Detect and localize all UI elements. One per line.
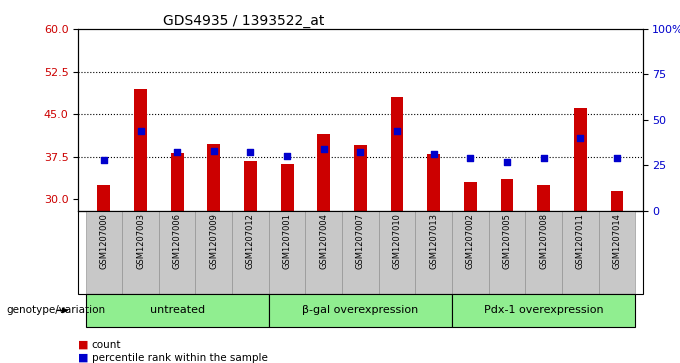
Point	[208, 148, 219, 154]
Text: GSM1207003: GSM1207003	[136, 213, 145, 269]
Text: untreated: untreated	[150, 305, 205, 315]
Point	[318, 146, 329, 152]
Point	[355, 150, 366, 155]
Bar	[526, 211, 562, 294]
Bar	[500, 179, 513, 211]
Bar	[318, 134, 330, 211]
Bar	[281, 164, 294, 211]
Text: GSM1207009: GSM1207009	[209, 213, 218, 269]
Text: Pdx-1 overexpression: Pdx-1 overexpression	[484, 305, 603, 315]
Bar	[390, 97, 403, 211]
Text: GSM1207013: GSM1207013	[429, 213, 438, 269]
Point	[575, 135, 585, 141]
Bar	[464, 182, 477, 211]
Text: ■: ■	[78, 340, 88, 350]
Text: percentile rank within the sample: percentile rank within the sample	[92, 352, 268, 363]
Bar	[159, 211, 195, 294]
Bar	[415, 211, 452, 294]
Bar	[305, 211, 342, 294]
Bar	[342, 211, 379, 294]
Bar	[86, 211, 122, 294]
Bar	[244, 160, 257, 211]
Bar	[207, 144, 220, 211]
Text: GDS4935 / 1393522_at: GDS4935 / 1393522_at	[163, 14, 324, 28]
Point	[465, 155, 476, 161]
Bar	[171, 153, 184, 211]
Text: GSM1207002: GSM1207002	[466, 213, 475, 269]
Text: GSM1207012: GSM1207012	[246, 213, 255, 269]
Text: GSM1207007: GSM1207007	[356, 213, 365, 269]
Text: GSM1207011: GSM1207011	[576, 213, 585, 269]
Point	[172, 150, 183, 155]
Bar	[611, 191, 624, 211]
Point	[392, 128, 403, 134]
Point	[428, 151, 439, 157]
Text: GSM1207006: GSM1207006	[173, 213, 182, 269]
Bar	[598, 211, 635, 294]
Bar	[269, 211, 305, 294]
Bar	[537, 185, 550, 211]
Text: GSM1207005: GSM1207005	[503, 213, 511, 269]
Bar	[379, 211, 415, 294]
Bar	[489, 211, 526, 294]
Bar	[86, 294, 269, 327]
Text: ■: ■	[78, 352, 88, 363]
Text: GSM1207014: GSM1207014	[613, 213, 622, 269]
Bar	[269, 294, 452, 327]
Bar	[134, 89, 147, 211]
Text: β-gal overexpression: β-gal overexpression	[303, 305, 418, 315]
Bar	[574, 109, 587, 211]
Text: GSM1207010: GSM1207010	[392, 213, 402, 269]
Bar	[562, 211, 598, 294]
Point	[135, 128, 146, 134]
Text: GSM1207008: GSM1207008	[539, 213, 548, 269]
Text: GSM1207001: GSM1207001	[283, 213, 292, 269]
Bar	[195, 211, 232, 294]
Point	[99, 157, 109, 163]
Text: genotype/variation: genotype/variation	[7, 305, 106, 315]
Bar	[232, 211, 269, 294]
Point	[611, 155, 622, 161]
Point	[245, 150, 256, 155]
Text: GSM1207004: GSM1207004	[319, 213, 328, 269]
Bar	[452, 211, 489, 294]
Bar	[354, 145, 367, 211]
Bar	[452, 294, 635, 327]
Point	[538, 155, 549, 161]
Point	[282, 153, 292, 159]
Bar	[427, 154, 440, 211]
Bar	[122, 211, 159, 294]
Text: GSM1207000: GSM1207000	[99, 213, 108, 269]
Point	[502, 159, 513, 164]
Text: count: count	[92, 340, 121, 350]
Bar	[97, 185, 110, 211]
